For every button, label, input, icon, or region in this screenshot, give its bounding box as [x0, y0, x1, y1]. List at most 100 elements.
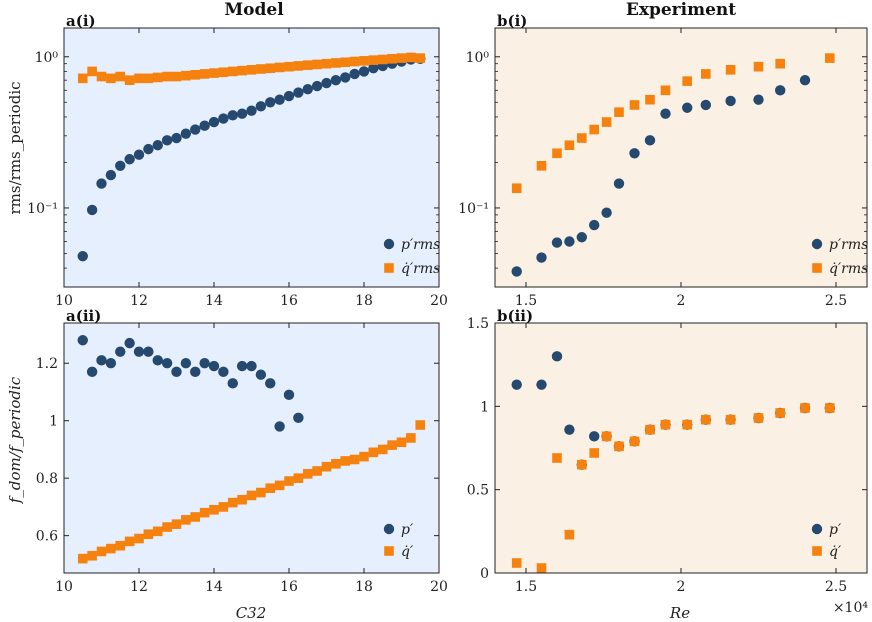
data-point	[552, 148, 562, 159]
xlabel-right: Re	[669, 604, 690, 622]
data-point	[274, 62, 285, 73]
x-tick-label: 2	[677, 579, 686, 595]
data-point	[152, 72, 163, 83]
data-point	[283, 389, 295, 401]
data-point	[143, 143, 154, 155]
data-point	[629, 100, 640, 110]
data-point	[511, 379, 522, 390]
data-point	[199, 507, 210, 518]
data-point	[190, 512, 201, 522]
data-point	[629, 436, 640, 447]
data-point	[256, 64, 266, 74]
data-point	[614, 441, 624, 452]
legend-label: q̇′	[829, 544, 842, 560]
data-point	[321, 461, 332, 472]
data-point	[536, 379, 547, 390]
data-point	[682, 102, 693, 113]
data-point	[293, 412, 304, 424]
data-point	[660, 85, 671, 96]
data-point	[302, 469, 313, 479]
data-point	[152, 355, 163, 366]
data-point	[660, 108, 671, 119]
data-point	[134, 73, 144, 84]
data-point	[682, 76, 692, 86]
data-point	[171, 366, 182, 378]
data-point	[340, 72, 351, 83]
y-tick-label: 0	[480, 566, 489, 582]
data-point	[77, 73, 88, 84]
x-tick-label: 1.5	[515, 579, 537, 595]
data-point	[321, 58, 332, 69]
data-point	[368, 447, 379, 458]
data-point	[171, 519, 182, 529]
data-point	[701, 69, 711, 79]
data-point	[511, 266, 522, 277]
data-point	[284, 476, 294, 486]
data-point	[237, 65, 247, 76]
legend-marker	[384, 546, 394, 556]
data-point	[358, 66, 370, 77]
panel-a-i: 10 12 14 16 18 20 10⁻¹ 10⁰ a(i) p′rms q̇′rms	[27, 12, 448, 309]
data-point	[124, 536, 135, 547]
data-point	[265, 483, 276, 494]
data-point	[377, 54, 388, 65]
data-point	[208, 116, 220, 128]
plot-area	[495, 28, 867, 287]
data-point	[589, 431, 600, 442]
data-point	[161, 358, 173, 369]
data-point	[775, 85, 786, 96]
y-tick-label: 1	[480, 399, 489, 415]
data-point	[246, 360, 257, 372]
data-point	[406, 52, 416, 63]
data-point	[564, 236, 575, 247]
x-tick-label: 1.5	[515, 293, 537, 309]
data-point	[77, 250, 88, 262]
data-point	[96, 546, 107, 557]
data-point	[124, 154, 135, 165]
data-point	[644, 135, 656, 146]
data-point	[682, 419, 692, 430]
y-tick-label: 0.6	[36, 529, 58, 545]
data-point	[106, 73, 116, 84]
plot-frame	[494, 322, 868, 574]
data-point	[283, 90, 295, 102]
data-point	[564, 140, 575, 151]
data-point	[284, 61, 294, 72]
data-point	[227, 66, 238, 77]
data-point	[246, 490, 257, 501]
data-point	[293, 473, 304, 483]
data-point	[218, 113, 229, 124]
data-point	[415, 53, 426, 63]
data-point	[825, 403, 835, 413]
data-point	[77, 553, 88, 564]
data-point	[415, 420, 426, 430]
data-point	[293, 87, 304, 98]
data-point	[133, 346, 145, 357]
data-point	[368, 55, 379, 65]
data-point	[124, 75, 135, 85]
data-point	[227, 110, 238, 121]
data-point	[274, 480, 285, 491]
legend-marker	[383, 523, 395, 535]
data-point	[115, 160, 126, 172]
data-point	[340, 57, 351, 68]
plot-frame	[63, 27, 440, 288]
data-point	[576, 232, 587, 243]
data-point	[87, 550, 97, 561]
data-point	[552, 453, 562, 463]
data-point	[359, 451, 369, 462]
data-point	[614, 107, 624, 117]
data-point	[133, 149, 145, 160]
data-point	[511, 558, 522, 568]
legend-label: p′rms	[401, 237, 440, 253]
data-point	[134, 533, 144, 544]
data-point	[577, 459, 587, 470]
panel-label: a(ii)	[66, 307, 101, 325]
data-point	[227, 497, 238, 508]
data-point	[312, 466, 322, 476]
x-tick-label: 2.5	[825, 293, 847, 309]
data-point	[396, 437, 407, 448]
data-point	[551, 351, 563, 362]
data-point	[96, 355, 107, 366]
data-point	[377, 444, 388, 455]
